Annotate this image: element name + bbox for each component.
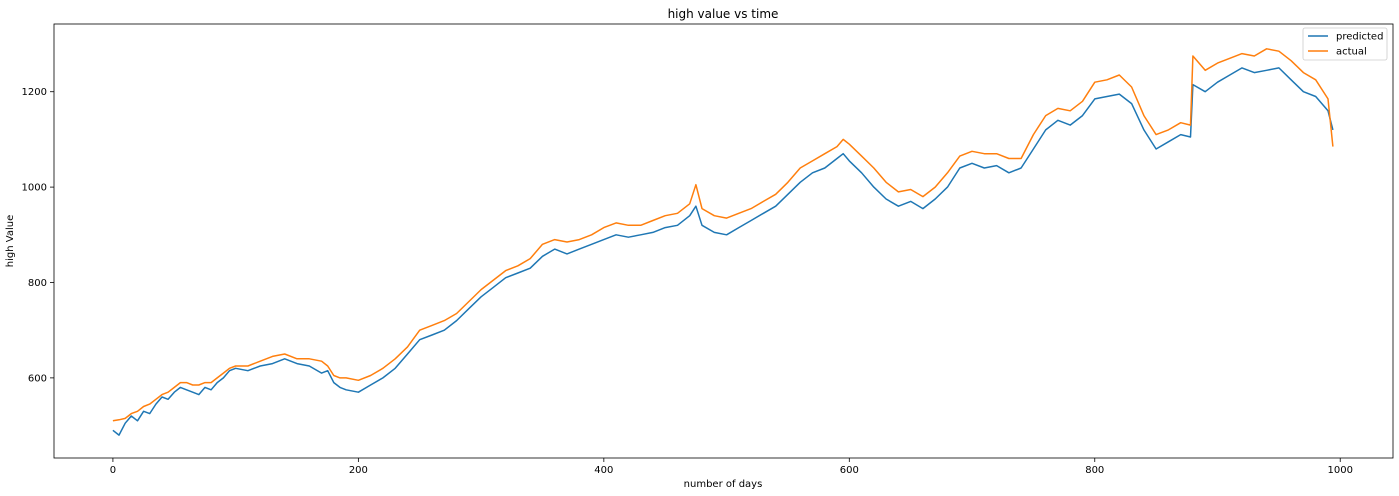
x-tick-label: 600 [840, 465, 859, 476]
legend-label-actual: actual [1336, 47, 1367, 58]
series-line-predicted [112, 67, 1334, 436]
y-axis-title: high Value [5, 215, 16, 267]
x-tick-label: 0 [110, 465, 116, 476]
y-tick-label: 600 [28, 373, 47, 384]
legend-label-predicted: predicted [1336, 32, 1383, 43]
legend: predicted actual [1302, 27, 1388, 61]
x-tick-label: 800 [1085, 465, 1104, 476]
series-line-actual [112, 48, 1334, 422]
y-tick-label: 1200 [22, 87, 47, 98]
x-tick-label: 400 [594, 465, 613, 476]
series-layer [112, 48, 1334, 436]
y-tick-label: 1000 [22, 183, 47, 194]
x-axis-title: number of days [684, 479, 763, 490]
y-axis-ticks: 600 800 1000 1200 [22, 87, 54, 384]
x-tick-label: 1000 [1327, 465, 1352, 476]
y-tick-label: 800 [28, 278, 47, 289]
chart-title: high value vs time [668, 7, 779, 21]
plot-area-frame [53, 23, 1394, 459]
x-axis-ticks: 0 200 400 600 800 1000 [110, 458, 1353, 476]
x-tick-label: 200 [349, 465, 368, 476]
